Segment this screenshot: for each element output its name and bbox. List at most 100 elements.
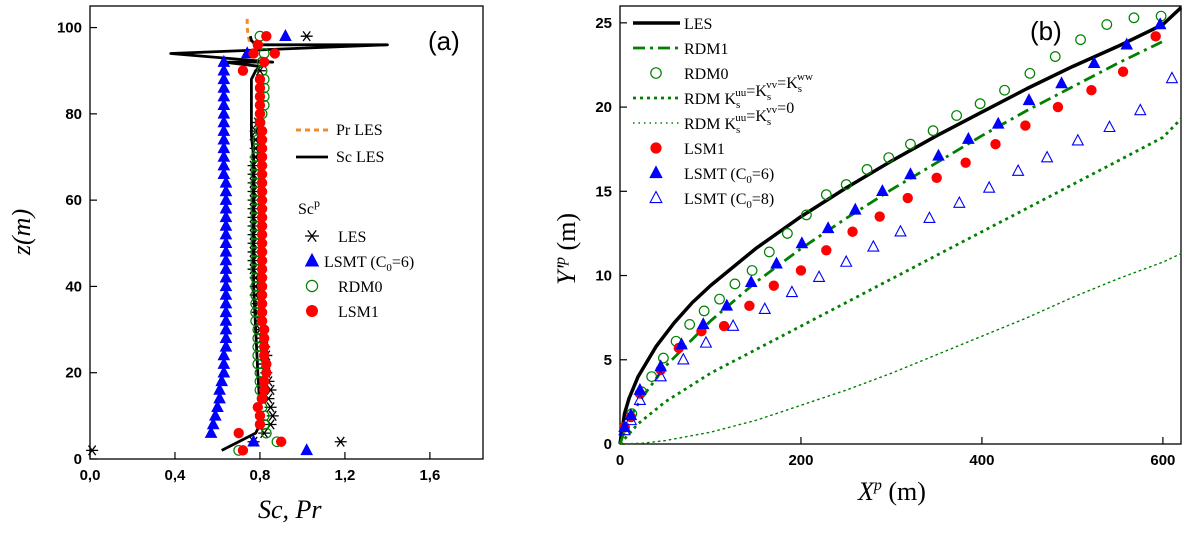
a-point-les	[86, 445, 99, 456]
a-point-lsmt-c0-6	[206, 417, 220, 430]
y-tick-label-b: 20	[595, 99, 612, 116]
panel-label-b: (b)	[1030, 16, 1062, 46]
b-point-lsmt-c0-6	[932, 148, 945, 161]
axis-ticks-b: 0 200 400 600 0 5 10 15 20 25	[595, 15, 1175, 469]
a-point-lsmt-c0-6	[219, 331, 233, 343]
y-tick-label-a: 0	[74, 451, 82, 468]
a-point-lsmt-c0-6	[219, 313, 233, 326]
a-point-lsmt-c0-6	[217, 123, 231, 136]
a-point-lsmt-c0-6	[217, 365, 231, 378]
a-point-lsmt-c0-6	[219, 218, 233, 231]
x-tick-label-a: 1,2	[334, 467, 355, 484]
a-point-lsmt-c0-6	[213, 391, 226, 404]
b-point-lsmt-c0-6	[720, 298, 734, 311]
a-point-lsmt-c0-6	[279, 29, 292, 41]
b-point-lsm1	[1020, 120, 1031, 131]
a-point-lsm1	[256, 246, 268, 258]
axis-ticks-a: 0,0 0,4 0,8 1,2 1,6 0 20 40 60 80 100	[57, 20, 440, 484]
b-point-lsm1	[960, 157, 971, 168]
legend-a-label-rdm0: RDM0	[338, 279, 382, 296]
legend-a-label-pr-les: Pr LES	[336, 122, 383, 139]
a-point-lsm1	[256, 169, 268, 180]
legend-b-lsm1-marker	[650, 142, 662, 154]
a-point-lsm1	[275, 436, 287, 447]
panel-label-a: (a)	[428, 26, 460, 56]
a-point-lsm1	[258, 333, 270, 344]
b-point-rdm0	[927, 125, 939, 137]
b-point-lsmt-c0-6	[744, 275, 758, 288]
a-point-lsmt-c0-6	[211, 400, 224, 412]
a-point-lsmt-c0-6	[213, 382, 226, 395]
x-tick-label-b: 0	[616, 452, 624, 469]
a-point-lsmt-c0-6	[217, 72, 231, 85]
x-tick-label-b: 200	[788, 452, 813, 469]
a-point-lsmt-c0-6	[204, 425, 218, 438]
a-point-lsm1	[256, 272, 268, 284]
a-point-lsm1	[256, 143, 268, 154]
legend-a-marker-lsmt-c0-6	[304, 252, 320, 267]
b-point-lsm1	[1117, 66, 1129, 77]
a-point-lsm1	[256, 229, 268, 240]
a-point-lsm1	[269, 48, 281, 59]
x-tick-label-b: 400	[969, 452, 994, 469]
y-axis-label-sup-b: p	[552, 257, 569, 266]
b-point-lsmt-c0-8	[839, 254, 853, 267]
b-point-lsmt-c0-6	[696, 317, 710, 330]
a-point-lsm1	[258, 341, 270, 353]
a-point-lsmt-c0-6	[219, 339, 233, 352]
b-point-rdm0	[658, 352, 669, 364]
b-series-rdm-k-s-uu-k-s-vv-k-s-ww-line	[618, 117, 1183, 445]
legend-a-title: Scp	[298, 196, 320, 218]
b-point-rdm0	[883, 152, 895, 164]
b-point-lsmt-c0-8	[654, 369, 668, 382]
a-point-lsm1	[252, 39, 264, 51]
b-point-lsmt-c0-8	[982, 180, 996, 193]
a-point-lsm1	[256, 194, 268, 206]
b-point-lsm1	[1052, 101, 1064, 113]
b-point-lsm1	[1086, 85, 1097, 96]
a-point-les	[300, 31, 313, 42]
b-point-lsmt-c0-8	[633, 393, 647, 405]
legend-a: Pr LES Sc LES Scp LES LSMT (C0=6) RDM0 LSM1	[296, 122, 414, 321]
a-point-lsmt-c0-6	[219, 322, 233, 335]
legend-b-rdm0-marker	[650, 67, 662, 79]
b-point-lsm1	[744, 300, 755, 312]
a-point-lsm1	[252, 402, 264, 413]
a-point-lsmt-c0-6	[219, 175, 233, 188]
a-point-lsmt-c0-6	[217, 115, 231, 128]
b-point-rdm0	[1128, 12, 1140, 24]
b-point-lsmt-c0-8	[677, 352, 690, 365]
legend-a-title-main: Sc	[298, 201, 314, 218]
legend-a-marker-rdm0	[305, 279, 319, 293]
data-b	[618, 6, 1183, 445]
b-point-lsmt-c0-8	[923, 211, 936, 224]
a-point-lsm1	[261, 31, 272, 42]
a-point-lsm1	[258, 384, 270, 396]
b-point-lsmt-c0-8	[1133, 103, 1147, 116]
b-point-rdm0	[1101, 19, 1113, 30]
y-tick-label-b: 0	[604, 436, 612, 453]
legend-b-rdm0-label: RDM0	[684, 66, 728, 83]
a-point-lsm1	[256, 160, 268, 171]
b-point-rdm0	[1049, 51, 1061, 62]
b-point-lsm1	[902, 192, 913, 204]
a-point-lsmt-c0-6	[219, 287, 233, 300]
a-point-lsmt-c0-6	[217, 348, 231, 361]
b-point-lsmt-c0-8	[785, 285, 799, 298]
a-point-lsm1	[233, 427, 244, 439]
b-point-rdm0	[1075, 34, 1086, 46]
b-point-lsmt-c0-8	[624, 413, 638, 426]
a-point-lsmt-c0-6	[219, 279, 233, 292]
b-point-rdm0	[763, 246, 775, 258]
a-point-lsm1	[256, 203, 268, 214]
legend-b-lsmt-c0-6-label: LSMT (C0=6)	[684, 166, 774, 186]
b-point-lsmt-c0-8	[758, 302, 772, 314]
y-tick-label-b: 15	[595, 183, 612, 200]
a-point-lsmt-c0-6	[217, 132, 231, 145]
b-point-lsmt-c0-6	[1055, 76, 1068, 89]
panel-a: 0,0 0,4 0,8 1,2 1,6 0 20 40 60 80 100 (a) Sc, Pr z…	[7, 5, 484, 524]
b-point-lsmt-c0-8	[699, 335, 713, 348]
b-point-lsm1	[874, 211, 885, 222]
